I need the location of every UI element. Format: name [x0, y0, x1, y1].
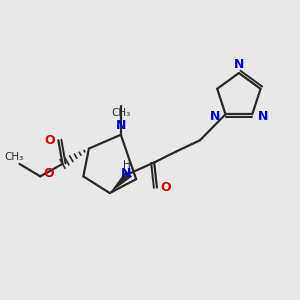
Text: O: O	[43, 167, 54, 180]
Polygon shape	[110, 171, 132, 193]
Text: O: O	[45, 134, 55, 147]
Text: N: N	[210, 110, 220, 123]
Text: N: N	[234, 58, 244, 71]
Text: N: N	[121, 167, 132, 180]
Text: H: H	[122, 160, 130, 170]
Text: O: O	[160, 181, 171, 194]
Text: CH₃: CH₃	[111, 107, 130, 118]
Text: N: N	[258, 110, 268, 123]
Text: N: N	[116, 119, 126, 132]
Text: CH₃: CH₃	[4, 152, 23, 162]
